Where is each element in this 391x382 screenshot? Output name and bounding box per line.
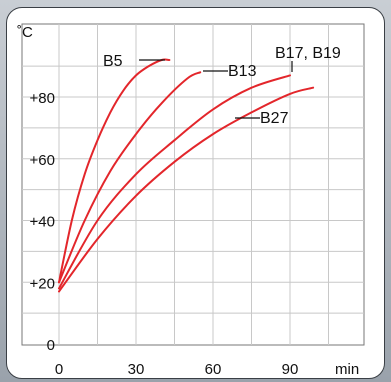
series-label: B13 xyxy=(228,63,257,80)
y-tick-label: +20 xyxy=(30,275,55,292)
y-tick-label: +40 xyxy=(30,214,55,231)
series-label: B17, B19 xyxy=(275,45,341,62)
series-labels: B5 B13 B17, B19 B27 xyxy=(103,45,341,127)
series-line-1 xyxy=(58,58,171,284)
axes: ˚C min xyxy=(17,24,359,378)
x-tick-label: 30 xyxy=(128,361,145,378)
x-tick-label: 90 xyxy=(282,361,299,378)
y-tick-label: +60 xyxy=(30,152,55,169)
series-label: B27 xyxy=(260,110,289,127)
x-unit-label: min xyxy=(335,361,359,378)
x-tick-label: 0 xyxy=(55,361,63,378)
plot-border xyxy=(21,23,365,346)
y-unit-label: ˚C xyxy=(17,24,33,41)
series-line-3 xyxy=(58,74,291,290)
x-tick-label: 60 xyxy=(205,361,222,378)
temperature-chart: ˚C min 0 30 60 90 0 +20 +40 +60 +80 B5 B13 B17, B1… xyxy=(17,23,365,378)
y-tick-label: +80 xyxy=(30,90,55,107)
series-lines xyxy=(58,58,315,293)
series-label: B5 xyxy=(103,53,123,70)
y-tick-label: 0 xyxy=(47,337,55,354)
tick-labels: 0 30 60 90 0 +20 +40 +60 +80 xyxy=(30,90,299,378)
series-line-2 xyxy=(58,71,202,284)
grid xyxy=(21,23,365,346)
series-line-4 xyxy=(58,86,315,293)
chart-panel: ˚C min 0 30 60 90 0 +20 +40 +60 +80 B5 B13 B17, B1… xyxy=(6,7,385,379)
